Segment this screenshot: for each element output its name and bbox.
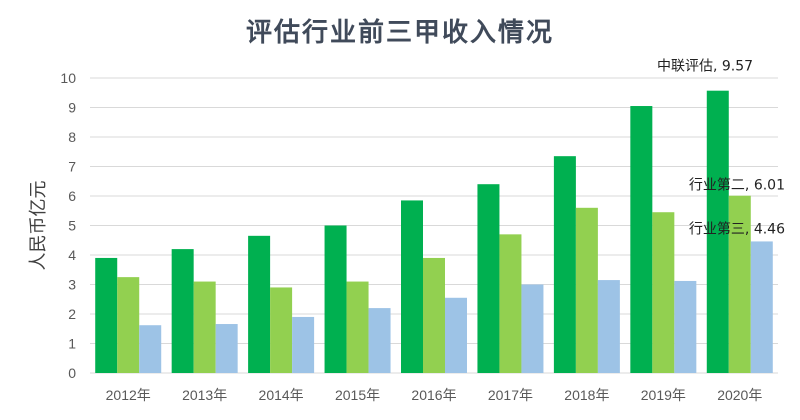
annotations: 中联评估, 9.57 行业第二, 6.01 行业第三, 4.46 [657, 59, 785, 238]
x-tick-label: 2014年 [259, 387, 304, 403]
bar-s2-8 [728, 195, 751, 373]
bar-s3-3 [368, 308, 391, 373]
bar-s1-6 [553, 156, 576, 373]
x-tick-label: 2015年 [335, 387, 380, 403]
x-tick-labels: 2012年 2013年 2014年 2015年 2016年 2017年 2018年 2019年… [106, 387, 763, 403]
bar-s2-1 [193, 281, 216, 373]
y-tick-label: 0 [68, 365, 76, 381]
y-tick-label: 2 [68, 306, 76, 322]
chart-title: 评估行业前三甲收入情况 [245, 18, 554, 48]
data-label-1: 中联评估, 9.57 [657, 59, 753, 75]
bar-s2-5 [499, 234, 522, 373]
y-tick-label: 4 [68, 247, 76, 263]
y-tick-label: 10 [60, 70, 76, 86]
x-tick-label: 2012年 [106, 387, 151, 403]
bar-s3-8 [750, 241, 773, 373]
bar-s2-7 [652, 212, 675, 373]
bar-s3-5 [521, 284, 544, 373]
bar-s1-3 [324, 225, 347, 373]
data-label-2: 行业第二, 6.01 [689, 177, 785, 194]
bar-s3-7 [674, 280, 697, 373]
y-axis-label: 人民币亿元 [28, 181, 49, 271]
bar-s1-5 [477, 184, 500, 373]
bar-s3-4 [445, 297, 467, 373]
y-tick-label: 3 [68, 277, 76, 293]
y-tick-label: 5 [68, 218, 76, 234]
bar-s1-1 [171, 249, 194, 373]
bar-s1-2 [248, 235, 271, 373]
x-tick-label: 2018年 [564, 387, 609, 403]
data-label-3: 行业第三, 4.46 [689, 220, 785, 237]
bar-s3-1 [215, 324, 238, 373]
bar-s2-0 [117, 277, 140, 373]
bar-s1-4 [401, 200, 423, 373]
y-tick-label: 1 [68, 336, 76, 352]
bar-s2-6 [575, 207, 598, 373]
bar-s2-2 [270, 287, 293, 373]
y-tick-label: 7 [68, 159, 76, 175]
x-tick-label: 2020年 [717, 387, 762, 403]
y-tick-label: 8 [68, 129, 76, 145]
bars [95, 90, 773, 374]
x-tick-label: 2017年 [488, 387, 533, 403]
bar-s2-3 [346, 281, 369, 373]
bar-s3-6 [597, 280, 620, 373]
y-tick-label: 6 [68, 188, 76, 204]
bar-s3-0 [139, 325, 162, 373]
bar-s3-2 [292, 316, 315, 373]
bar-s2-4 [423, 257, 445, 373]
x-tick-label: 2016年 [411, 387, 456, 403]
bar-s1-0 [95, 257, 118, 373]
x-tick-label: 2019年 [641, 387, 686, 403]
bar-s1-8 [706, 90, 729, 373]
bar-s1-7 [630, 106, 653, 374]
x-tick-label: 2013年 [182, 387, 227, 403]
y-tick-labels: 0 1 2 3 4 5 6 7 8 9 10 [60, 70, 76, 381]
y-tick-label: 9 [68, 100, 76, 116]
